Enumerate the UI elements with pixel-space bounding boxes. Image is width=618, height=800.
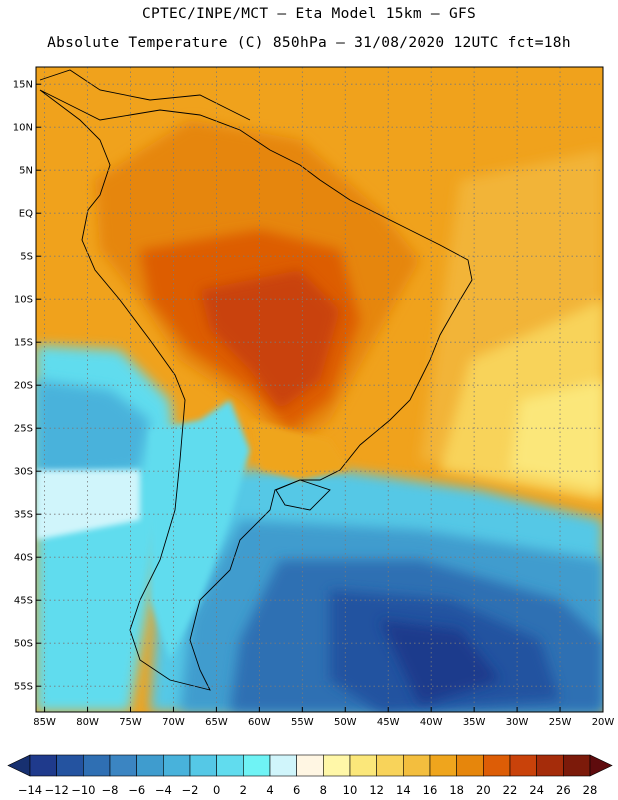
map-subtitle: Absolute Temperature (C) 850hPa – 31/08/… [47,35,571,51]
colorbar-label: 6 [293,783,300,797]
colorbar-swatch [56,754,84,777]
colorbar-label: 12 [369,783,384,797]
colorbar-label: −4 [155,783,172,797]
colorbar-label: 14 [396,783,411,797]
latitude-labels: 15N 10N 5N EQ 5S 10S 15S 20S 25S 30S 35S 40S 45S 50S 5… [13,80,33,693]
colorbar-swatch [483,754,511,777]
lat-label: 45S [14,596,33,607]
colorbar-swatch [403,754,431,777]
colorbar-swatch [29,754,57,777]
lon-label: 85W [33,717,56,728]
colorbar-swatch [323,754,351,777]
lat-label: 55S [14,682,33,693]
colorbar-swatch [456,754,484,777]
lat-label: 40S [14,553,33,564]
lon-label: 35W [463,717,486,728]
colorbar-swatch [189,754,217,777]
colorbar-label: 8 [320,783,327,797]
colorbar-label: 0 [213,783,220,797]
lon-label: 25W [549,717,572,728]
temperature-field [36,67,603,712]
colorbar-label: 24 [529,783,544,797]
coastlines [39,69,473,691]
lat-label: 30S [14,467,33,478]
colorbar-swatch [216,754,244,777]
lon-label: 80W [76,717,99,728]
colorbar-swatch [83,754,111,777]
lat-label: 5N [19,166,33,177]
lon-label: 20W [592,717,615,728]
lat-label: 15S [14,338,33,349]
colorbar-swatch [509,754,537,777]
colorbar-label: 20 [476,783,491,797]
colorbar-swatch [429,754,457,777]
colorbar-swatch [563,754,591,777]
colorbar-swatch [296,754,324,777]
map-title: CPTEC/INPE/MCT – Eta Model 15km – GFS [141,6,477,22]
colorbar-labels: −14 −12 −10 −8 −6 −4 −2 0 2 4 6 8 10 12 14 16 18 20 22 24 26… [18,783,597,797]
colorbar-label: −8 [102,783,119,797]
colorbar-swatch [269,754,297,777]
colorbar-label: −12 [45,783,69,797]
lat-label: 20S [14,381,33,392]
colorbar-label: 16 [423,783,438,797]
lon-label: 55W [291,717,314,728]
colorbar-under-arrow [7,754,31,777]
lon-label: 45W [377,717,400,728]
colorbar-label: −10 [71,783,95,797]
lat-label: EQ [19,209,33,220]
colorbar-swatch [349,754,377,777]
lon-label: 30W [506,717,529,728]
lat-lon-grid [36,67,604,712]
colorbar-label: 18 [449,783,464,797]
colorbar-swatch [536,754,564,777]
colorbar [7,754,613,777]
lon-label: 70W [162,717,185,728]
lon-label: 75W [119,717,142,728]
colorbar-label: −2 [182,783,199,797]
map-frame [35,66,604,713]
colorbar-label: 4 [266,783,273,797]
colorbar-swatch [243,754,271,777]
lon-label: 60W [248,717,271,728]
colorbar-label: 10 [343,783,358,797]
lat-label: 25S [14,424,33,435]
colorbar-over-arrow [589,754,613,777]
colorbar-swatch [376,754,404,777]
colorbar-label: −14 [18,783,42,797]
colorbar-label: 28 [583,783,598,797]
colorbar-label: 26 [556,783,571,797]
colorbar-label: 22 [503,783,518,797]
colorbar-label: 2 [240,783,247,797]
lon-label: 40W [420,717,443,728]
lat-label: 50S [14,639,33,650]
colorbar-swatch [136,754,164,777]
colorbar-label: −6 [128,783,145,797]
colorbar-swatch [163,754,191,777]
lat-label: 35S [14,510,33,521]
colorbar-swatch [109,754,137,777]
longitude-labels: 85W 80W 75W 70W 65W 60W 55W 50W 45W 40W 35W 30W 25W 2… [33,717,614,728]
lon-label: 50W [334,717,357,728]
lon-label: 65W [205,717,228,728]
lat-label: 10S [14,295,33,306]
lat-label: 5S [20,252,33,263]
lat-label: 10N [13,123,33,134]
lat-label: 15N [13,80,33,91]
